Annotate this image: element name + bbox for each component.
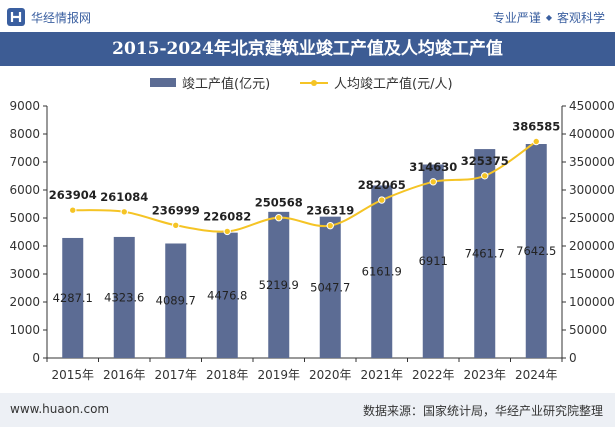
- legend-item-line: 人均竣工产值(元/人): [300, 73, 453, 92]
- x-tick-label: 2020年: [309, 368, 352, 382]
- line-point: [326, 221, 334, 230]
- chart-plot: 0 1000 2000 3000 4000 5000 6000 7000 8000 9000 0 50…: [9, 99, 615, 382]
- line-series: [72, 140, 537, 233]
- legend-bar-swatch: [150, 78, 176, 87]
- y-left-tick-label: 6000: [9, 183, 40, 197]
- line-value-label: 282065: [358, 178, 406, 192]
- line-point: [223, 227, 231, 236]
- y-left-tick-label: 0: [32, 351, 40, 365]
- bar: [525, 144, 547, 358]
- bar: [371, 185, 393, 358]
- line-value-label: 236999: [152, 203, 200, 217]
- bar-value-label: 4089.7: [156, 294, 196, 308]
- line-point: [120, 208, 128, 216]
- bar: [62, 237, 84, 358]
- bar-value-label: 7461.7: [465, 247, 505, 261]
- bar-value-label: 4323.6: [104, 290, 144, 304]
- line-point: [532, 137, 540, 146]
- y-right-tick-label: 350000: [569, 155, 615, 169]
- line-value-label: 250568: [255, 196, 303, 210]
- y-left-tick-label: 1000: [9, 323, 40, 337]
- y-left-tick-label: 3000: [9, 267, 40, 281]
- legend-line-label: 人均竣工产值(元/人): [334, 77, 453, 92]
- x-tick-label: 2018年: [206, 368, 249, 382]
- y-left-tick-label: 4000: [9, 239, 40, 253]
- bar-value-label: 5219.9: [259, 278, 299, 292]
- line-point: [378, 196, 386, 204]
- x-tick-label: 2015年: [51, 368, 94, 382]
- y-right-tick-label: 100000: [569, 295, 615, 309]
- bar-value-label: 4476.8: [207, 288, 247, 302]
- y-left-tick-label: 9000: [9, 99, 40, 113]
- line-point: [69, 206, 77, 214]
- x-tick-label: 2017年: [154, 368, 197, 382]
- line-point: [172, 221, 180, 229]
- diamond-dot-icon: ◆: [545, 13, 552, 22]
- bar-value-label: 4287.1: [53, 291, 93, 305]
- x-tick-label: 2016年: [103, 368, 146, 382]
- line-point: [481, 172, 489, 180]
- y-right-tick-label: 50000: [569, 323, 607, 337]
- x-tick-label: 2019年: [257, 368, 300, 382]
- top-bar: 华经情报网 专业严谨 ◆ 客观科学: [0, 0, 615, 32]
- footer-url: www.huaon.com: [10, 402, 110, 416]
- y-right-tick-label: 450000: [569, 99, 615, 113]
- slogan: 专业严谨 ◆ 客观科学: [493, 9, 605, 26]
- y-right-tick-label: 300000: [569, 183, 615, 197]
- bar: [474, 149, 496, 358]
- x-tick-label: 2024年: [515, 368, 558, 382]
- line-value-label: 236319: [306, 204, 354, 218]
- bar: [319, 216, 341, 358]
- line-value-label: 261084: [100, 190, 148, 204]
- line-point: [429, 178, 437, 186]
- y-right-tick-label: 400000: [569, 127, 615, 141]
- legend-line-swatch: [300, 79, 328, 86]
- footer: www.huaon.com 数据来源：国家统计局，华经产业研究院整理: [0, 393, 615, 427]
- line-point: [275, 213, 283, 222]
- y-right-tick-label: 0: [569, 351, 577, 365]
- bar-value-label: 6161.9: [362, 265, 402, 279]
- bar: [422, 164, 444, 358]
- bar-value-label: 7642.5: [516, 244, 556, 258]
- chart-title: 2015-2024年北京建筑业竣工产值及人均竣工产值: [112, 39, 503, 59]
- slogan-right: 客观科学: [556, 11, 605, 25]
- bar: [165, 243, 187, 358]
- line-value-label: 386585: [512, 120, 560, 134]
- y-left-tick-label: 5000: [9, 211, 40, 225]
- bar: [216, 232, 238, 358]
- footer-source: 数据来源：国家统计局，华经产业研究院整理: [362, 404, 603, 418]
- bar: [113, 236, 135, 358]
- bar-value-label: 5047.7: [310, 280, 350, 294]
- slogan-left: 专业严谨: [492, 11, 541, 25]
- legend-item-bar: 竣工产值(亿元): [150, 73, 270, 92]
- brand-name: 华经情报网: [31, 10, 92, 25]
- title-bar: 2015-2024年北京建筑业竣工产值及人均竣工产值: [0, 32, 615, 66]
- y-right-tick-label: 250000: [569, 211, 615, 225]
- bar-value-label: 6911: [419, 254, 448, 268]
- y-left-tick-label: 7000: [9, 155, 40, 169]
- legend: 竣工产值(亿元) 人均竣工产值(元/人): [0, 70, 615, 94]
- x-tick-label: 2023年: [463, 368, 506, 382]
- y-left-tick-label: 2000: [9, 295, 40, 309]
- line-value-label: 226082: [203, 209, 251, 223]
- brand: 华经情报网: [6, 7, 91, 27]
- y-right-tick-label: 200000: [569, 239, 615, 253]
- x-tick-label: 2021年: [360, 368, 403, 382]
- huajing-logo-icon: [7, 8, 25, 26]
- y-right-tick-label: 150000: [569, 267, 615, 281]
- x-tick-label: 2022年: [412, 368, 455, 382]
- bar: [268, 211, 290, 358]
- y-left-tick-label: 8000: [9, 127, 40, 141]
- line-value-label: 314630: [409, 160, 457, 174]
- legend-bar-label: 竣工产值(亿元): [182, 77, 271, 92]
- line-value-label: 325375: [461, 154, 509, 168]
- line-value-label: 263904: [49, 188, 97, 202]
